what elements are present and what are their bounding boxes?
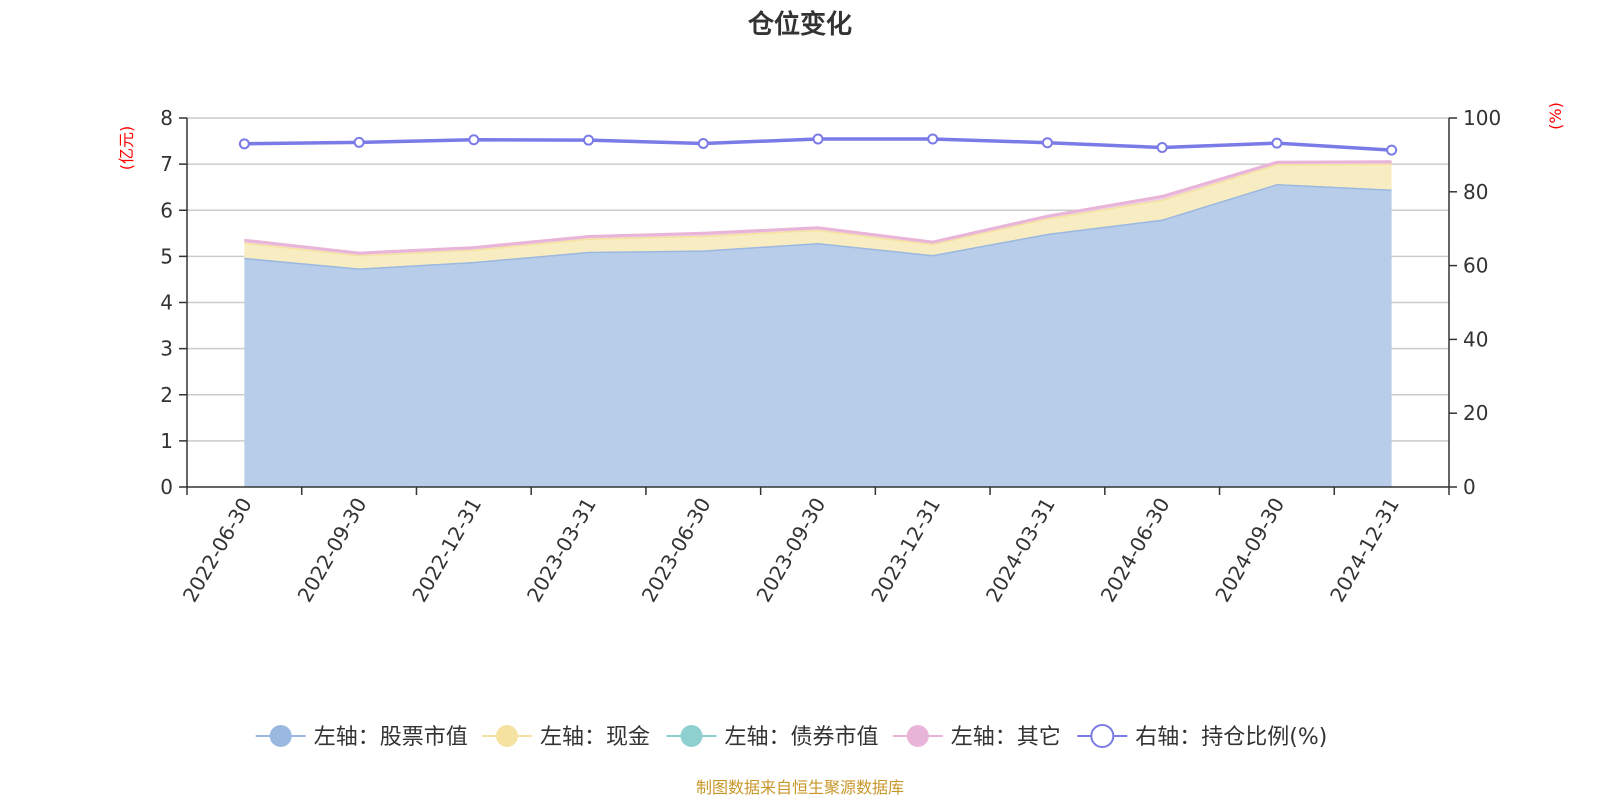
legend: 左轴：股票市值 左轴：现金 左轴：债券市值 左轴：其它 右轴：持仓比例(%) <box>255 724 1327 750</box>
x-axis-label: 2024-09-30 <box>1210 494 1289 607</box>
chart-title: 仓位变化 <box>747 9 852 40</box>
x-axis-label: 2022-06-30 <box>178 494 257 607</box>
area-series-1 <box>244 163 1392 269</box>
left-axis-unit: (亿元) <box>117 126 136 171</box>
ratio-point <box>1041 137 1053 149</box>
ratio-point <box>468 134 480 146</box>
x-axis-label: 2022-12-31 <box>407 494 486 607</box>
right-axis-unit: (%) <box>1546 102 1565 130</box>
left-axis-tick-label: 2 <box>160 383 173 407</box>
ratio-point <box>583 134 595 146</box>
legend-label: 左轴：现金 <box>540 725 650 750</box>
x-axis-label: 2023-12-31 <box>866 494 945 607</box>
x-axis-label: 2023-06-30 <box>637 494 716 607</box>
left-axis-tick-label: 6 <box>160 198 173 222</box>
data-source-note: 制图数据来自恒生聚源数据库 <box>696 778 904 797</box>
ratio-point <box>1271 137 1283 149</box>
x-axis-label: 2024-12-31 <box>1325 494 1404 607</box>
area-series-line-3 <box>244 160 1392 255</box>
ratio-point <box>927 133 939 145</box>
left-axis-tick-label: 7 <box>160 152 173 176</box>
left-axis-tick-label: 1 <box>160 429 173 453</box>
legend-label: 左轴：股票市值 <box>314 725 468 750</box>
right-axis-tick-label: 40 <box>1463 327 1488 351</box>
x-axis-label: 2023-09-30 <box>751 494 830 607</box>
left-axis-tick-label: 3 <box>160 337 173 361</box>
x-axis-label: 2022-09-30 <box>293 494 372 607</box>
legend-label: 右轴：持仓比例(%) <box>1135 725 1327 750</box>
legend-label: 左轴：其它 <box>951 725 1061 750</box>
legend-marker-icon <box>906 725 929 747</box>
ratio-point <box>697 137 709 149</box>
left-axis-tick-label: 5 <box>160 244 173 268</box>
right-axis-tick-label: 80 <box>1463 180 1488 204</box>
x-axis-label: 2023-03-31 <box>522 494 601 607</box>
left-axis-tick-label: 0 <box>160 475 173 499</box>
legend-marker-icon <box>496 725 518 747</box>
legend-marker-icon <box>1090 724 1115 748</box>
ratio-point <box>812 133 824 145</box>
ratio-point <box>353 136 365 148</box>
x-axis-label: 2024-03-31 <box>981 494 1060 607</box>
right-axis-tick-label: 100 <box>1463 106 1501 130</box>
right-axis-tick-label: 20 <box>1463 401 1488 425</box>
legend-label: 左轴：债券市值 <box>725 725 879 750</box>
area-series-0 <box>244 184 1392 487</box>
right-axis-tick-label: 0 <box>1463 475 1476 499</box>
x-axis-label: 2024-06-30 <box>1096 494 1175 607</box>
right-axis-tick-label: 60 <box>1463 254 1488 278</box>
stacked-areas <box>244 160 1392 487</box>
legend-marker-icon <box>680 725 703 747</box>
ratio-point <box>1386 144 1398 156</box>
ratio-point <box>1156 142 1168 154</box>
legend-marker-icon <box>269 725 292 747</box>
left-axis-tick-label: 4 <box>160 291 173 315</box>
ratio-line-layer <box>238 133 1398 156</box>
left-axis-tick-label: 8 <box>160 106 173 130</box>
ratio-point <box>238 138 250 150</box>
